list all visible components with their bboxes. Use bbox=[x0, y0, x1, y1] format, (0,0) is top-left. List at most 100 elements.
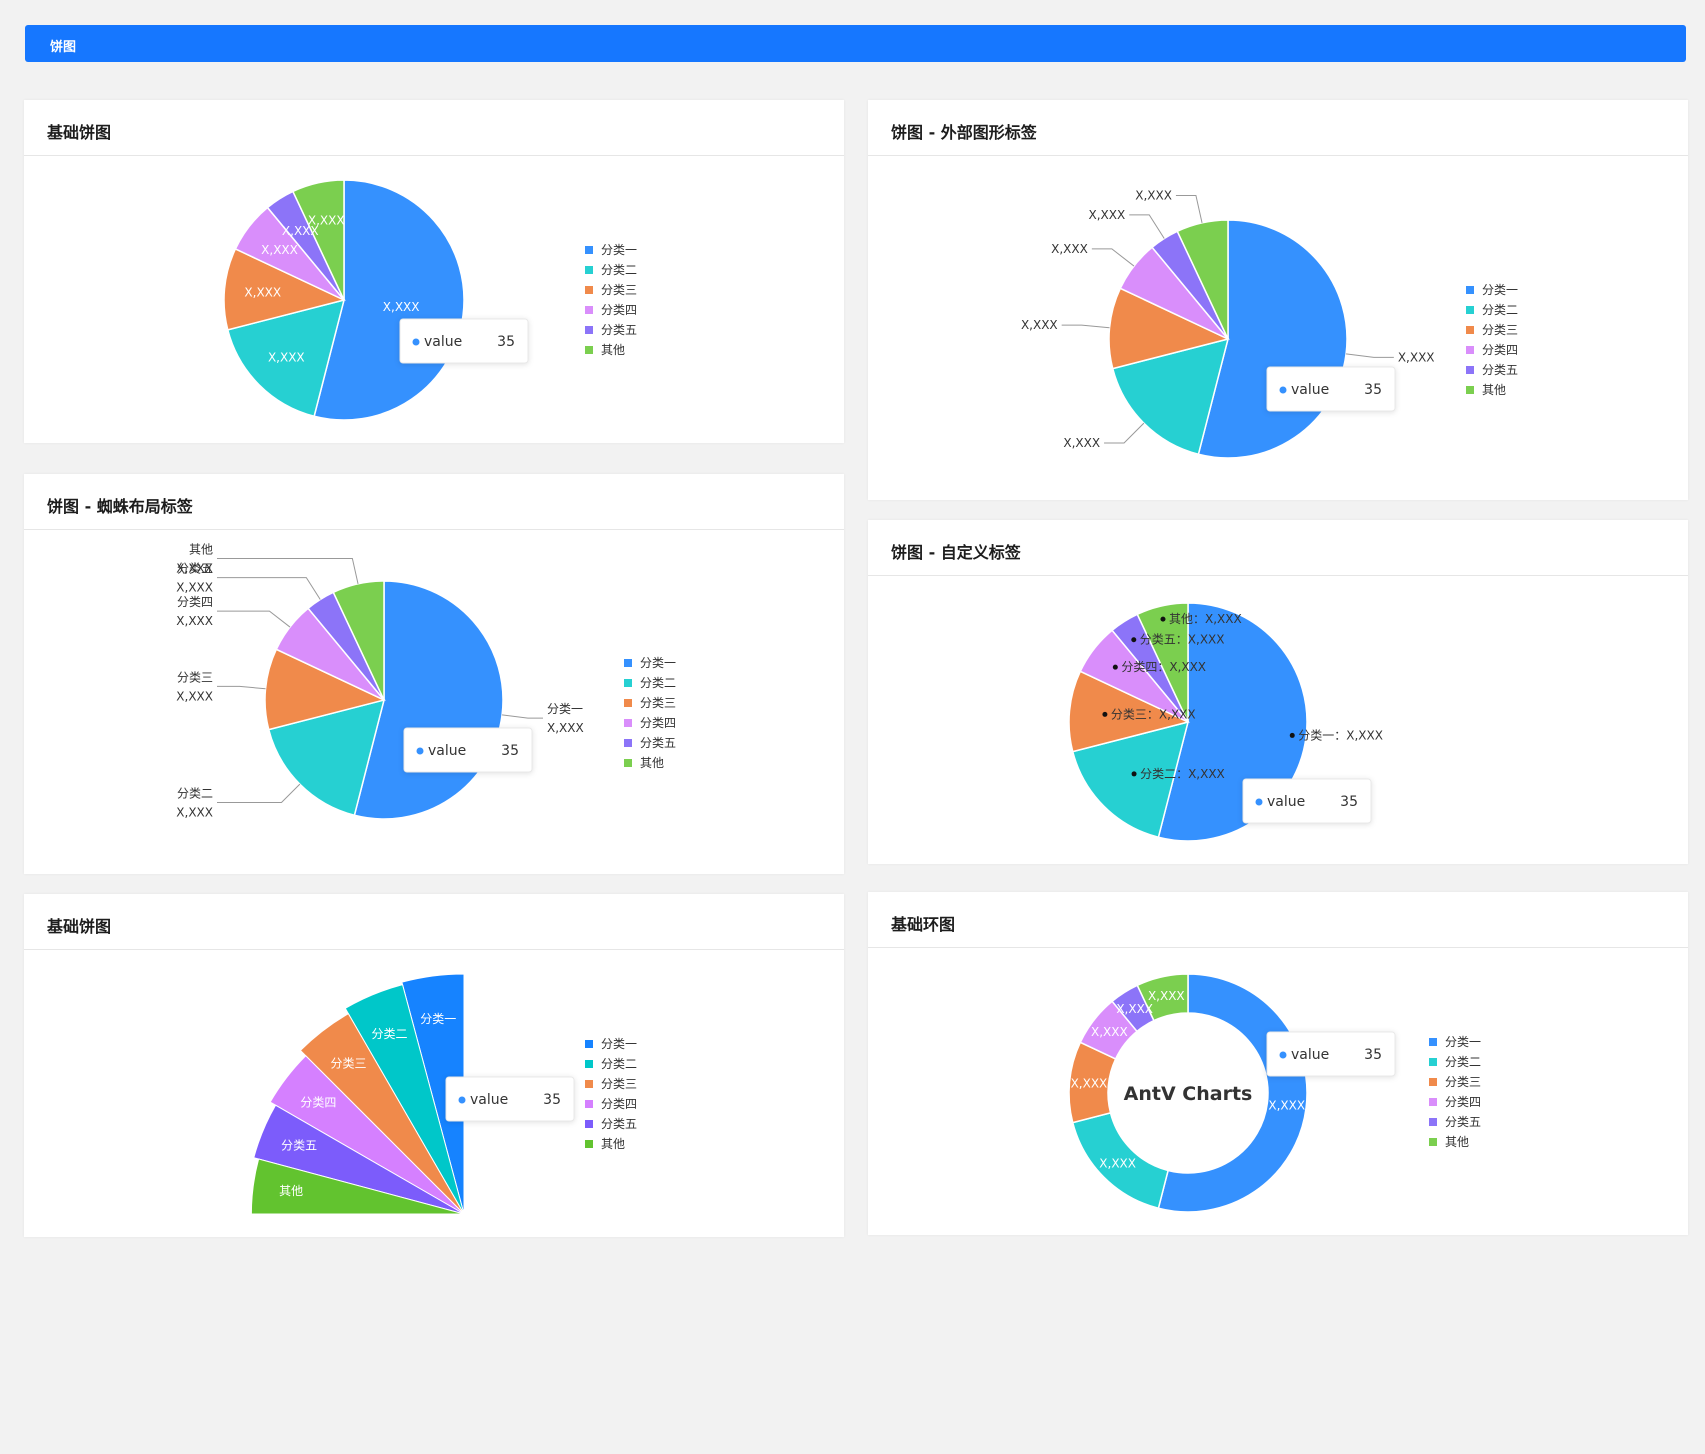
pie-slice bbox=[1136, 602, 1189, 723]
tooltip bbox=[1242, 778, 1372, 824]
tooltip-name: value bbox=[470, 1092, 508, 1108]
slice-label: X,XXX bbox=[1089, 208, 1126, 222]
tooltip-value: 35 bbox=[543, 1092, 561, 1108]
slice-label: X,XXX bbox=[1135, 189, 1172, 203]
legend-item: 分类三 bbox=[1445, 1075, 1481, 1089]
rose-slice bbox=[344, 983, 465, 1215]
legend-item: 分类五 bbox=[1445, 1115, 1481, 1129]
legend-marker bbox=[624, 659, 632, 667]
legend-item: 分类五 bbox=[601, 323, 637, 337]
legend-item: 分类四 bbox=[640, 716, 676, 730]
legend-item: 分类一 bbox=[601, 243, 637, 257]
tooltip-name: value bbox=[1291, 382, 1329, 398]
legend-marker bbox=[1466, 386, 1474, 394]
legend-marker bbox=[585, 1140, 593, 1148]
tooltip-name: value bbox=[1267, 794, 1305, 810]
pie-chart: 分类一X,XXX分类二X,XXX分类三X,XXX分类四X,XXX分类五X,XXX… bbox=[176, 542, 676, 820]
label-leader-line bbox=[1129, 214, 1165, 239]
legend-item: 分类四 bbox=[1445, 1095, 1481, 1109]
chart-card-basic-pie: 基础饼图 X,XXX X,XXX X,XXX X,XXX X,XXX X,XXX value… bbox=[24, 100, 844, 443]
slice-label-name: 分类三 bbox=[177, 670, 213, 684]
label-leader-line bbox=[1091, 248, 1135, 267]
label-leader-line bbox=[217, 557, 359, 584]
legend-marker bbox=[1429, 1078, 1437, 1086]
pie-slice bbox=[1111, 337, 1230, 456]
tooltip-marker bbox=[458, 1096, 466, 1104]
legend-marker bbox=[1466, 346, 1474, 354]
chart-card-rose-pie: 基础饼图 分类一 分类二 分类三 分类四 分类五 其他 value 35 分类一 分类二 分类三 分类… bbox=[24, 894, 844, 1237]
slice-label-dot bbox=[1289, 732, 1295, 738]
legend-item: 分类五 bbox=[640, 736, 676, 750]
slice-label-value: X,XXX bbox=[176, 689, 213, 703]
slice-label: X,XXX bbox=[1091, 1025, 1128, 1039]
legend-marker bbox=[1429, 1038, 1437, 1046]
legend-item: 分类三 bbox=[1482, 323, 1518, 337]
slice-label: X,XXX bbox=[1148, 989, 1185, 1003]
legend-marker bbox=[624, 679, 632, 687]
legend-marker bbox=[1466, 326, 1474, 334]
card-title: 基础环图 bbox=[891, 915, 956, 934]
slice-label: X,XXX bbox=[261, 243, 298, 257]
pie-slice bbox=[226, 298, 346, 418]
slice-label-dot bbox=[1131, 637, 1137, 643]
tooltip-marker bbox=[412, 338, 420, 346]
card-header: 饼图 - 蜘蛛布局标签 bbox=[24, 474, 844, 530]
legend-marker bbox=[585, 346, 593, 354]
tooltip-marker bbox=[1255, 798, 1263, 806]
legend-marker bbox=[624, 739, 632, 747]
slice-label-value: X,XXX bbox=[547, 721, 584, 735]
chart-card-custom-label-pie: 饼图 - 自定义标签 分类一：X,XXX 分类二：X,XXX 分类三：X,XXX 分类… bbox=[868, 520, 1688, 864]
slice-label: 分类三：X,XXX bbox=[1111, 707, 1196, 721]
legend-item: 分类二 bbox=[640, 676, 676, 690]
slice-label: X,XXX bbox=[1268, 1098, 1305, 1112]
tooltip-name: value bbox=[1291, 1047, 1329, 1063]
slice-label-name: 分类二 bbox=[177, 787, 213, 801]
legend-marker bbox=[585, 1100, 593, 1108]
slice-label: 分类五：X,XXX bbox=[1140, 633, 1225, 647]
tooltip-marker bbox=[416, 747, 424, 755]
legend-marker bbox=[1429, 1118, 1437, 1126]
legend-marker bbox=[624, 699, 632, 707]
legend-item: 分类三 bbox=[640, 696, 676, 710]
label-leader-line bbox=[217, 685, 266, 690]
tooltip-marker bbox=[1279, 1051, 1287, 1059]
tooltip-name: value bbox=[424, 334, 462, 350]
slice-label-name: 分类五 bbox=[177, 562, 213, 576]
label-leader-line bbox=[1345, 353, 1394, 358]
pie-slice bbox=[264, 648, 387, 731]
card-header: 基础环图 bbox=[868, 892, 1688, 948]
slice-label: 分类五 bbox=[281, 1139, 317, 1153]
legend-item: 分类二 bbox=[1445, 1055, 1481, 1069]
slice-label-value: X,XXX bbox=[176, 614, 213, 628]
legend-item: 分类三 bbox=[601, 283, 637, 297]
legend-marker bbox=[585, 1040, 593, 1048]
label-leader-line bbox=[1175, 195, 1203, 223]
pie-slice bbox=[1071, 720, 1190, 839]
card-header: 基础饼图 bbox=[24, 894, 844, 950]
tooltip-value: 35 bbox=[1364, 382, 1382, 398]
card-header: 饼图 - 外部图形标签 bbox=[868, 100, 1688, 156]
slice-label: X,XXX bbox=[282, 224, 319, 238]
slice-label-dot bbox=[1160, 616, 1166, 622]
label-leader-line bbox=[1104, 422, 1145, 444]
chart-card-donut: 基础环图 X,XXX X,XXX X,XXX X,XXX X,XXX X,XXX AntV … bbox=[868, 892, 1688, 1235]
slice-label: X,XXX bbox=[308, 213, 345, 227]
legend-marker bbox=[585, 326, 593, 334]
legend-item: 其他 bbox=[640, 756, 664, 770]
chart-card-spider-label-pie: 饼图 - 蜘蛛布局标签 分类一 X,XXX 分类二 X,XXX 分类三 X,XXX 分类四 X… bbox=[24, 474, 844, 874]
slice-label-name: 分类四 bbox=[177, 595, 213, 609]
slice-label: 分类一 bbox=[420, 1012, 456, 1026]
tooltip-value: 35 bbox=[1364, 1047, 1382, 1063]
label-leader-line bbox=[217, 610, 291, 628]
rose-slice bbox=[253, 1104, 465, 1215]
legend-marker bbox=[1429, 1098, 1437, 1106]
slice-label: X,XXX bbox=[244, 285, 281, 299]
rose-slice bbox=[401, 973, 465, 1215]
card-title: 基础饼图 bbox=[47, 123, 112, 142]
pie-slice bbox=[1136, 973, 1189, 1022]
legend-item: 分类五 bbox=[1482, 363, 1518, 377]
slice-label: 分类一：X,XXX bbox=[1298, 728, 1383, 742]
